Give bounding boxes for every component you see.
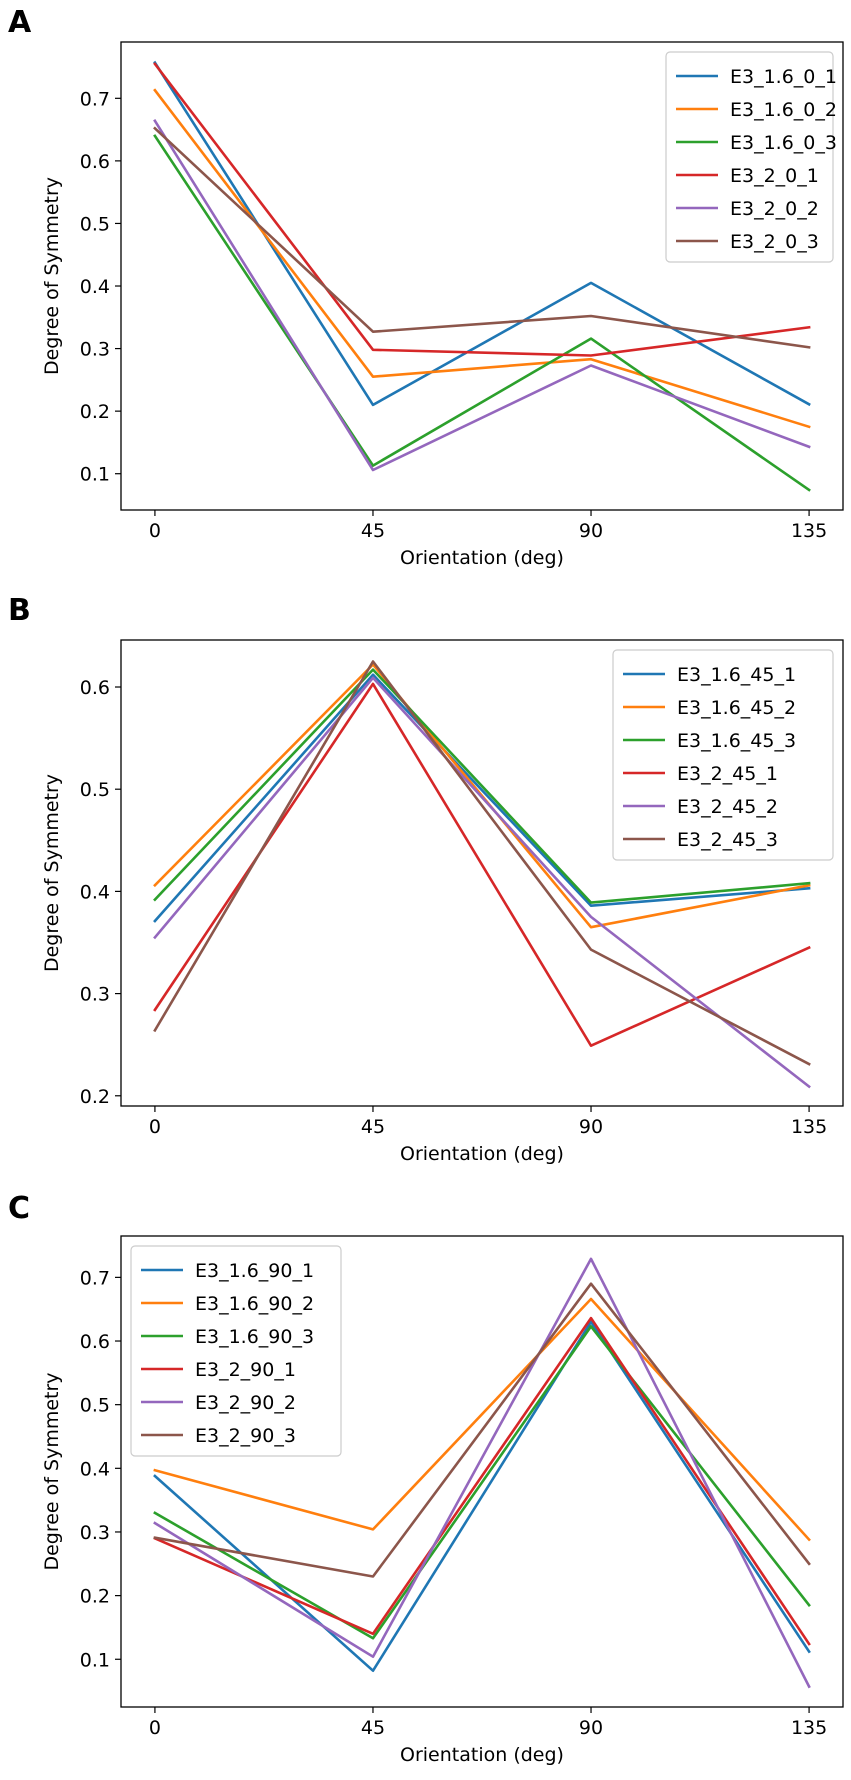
legend-entry: E3_2_0_3 [730, 231, 819, 253]
series-line [153, 1297, 811, 1542]
y-tick-label: 0.3 [80, 339, 110, 361]
panel-a: A 0 45 90 135 0.1 0.2 0.3 0.4 0.5 0.6 0.7 Orientati… [8, 5, 844, 569]
legend-entry: E3_1.6_90_2 [195, 1293, 314, 1315]
series-line [153, 1257, 811, 1689]
y-tick-label: 0.7 [80, 1267, 110, 1289]
y-tick-label: 0.5 [80, 779, 110, 801]
legend-box [130, 1245, 342, 1457]
y-tick-label: 0.1 [80, 1649, 110, 1671]
y-axis-label: Degree of Symmetry [41, 774, 63, 972]
y-tick-label: 0.6 [80, 1331, 110, 1353]
series-line [153, 88, 811, 429]
series-line [153, 676, 811, 1089]
legend-entry: E3_1.6_90_1 [195, 1260, 314, 1282]
legend-entry: E3_2_0_1 [730, 165, 819, 187]
legend-entry: E3_2_45_3 [677, 829, 778, 851]
legend-entry: E3_1.6_90_3 [195, 1326, 314, 1348]
panel-letter: C [8, 1191, 30, 1226]
legend-box [665, 51, 834, 263]
y-axis-label: Degree of Symmetry [41, 1372, 63, 1570]
y-tick-label: 0.6 [80, 677, 110, 699]
panel-c: C 0 45 90 135 0.1 0.2 0.3 0.4 0.5 0.6 0.7 Orientati… [8, 1191, 844, 1766]
x-axis-label: Orientation (deg) [400, 547, 564, 569]
legend-entry: E3_1.6_0_2 [730, 99, 837, 121]
legend-entry: E3_1.6_45_1 [677, 664, 796, 686]
series-line [153, 62, 811, 357]
y-axis-label: Degree of Symmetry [41, 177, 63, 375]
legend: E3_1.6_45_1 E3_1.6_45_2 E3_1.6_45_3 E3_2_45… [612, 649, 834, 861]
legend-entry: E3_2_90_1 [195, 1359, 296, 1381]
legend-entry: E3_1.6_0_3 [730, 132, 837, 154]
series-line [153, 660, 811, 1066]
series-line [153, 1325, 811, 1640]
series-line [153, 1316, 811, 1646]
y-tick-label: 0.2 [80, 401, 110, 423]
legend: E3_1.6_90_1 E3_1.6_90_2 E3_1.6_90_3 E3_2_90… [130, 1245, 342, 1457]
x-tick-label: 90 [579, 1116, 603, 1138]
panel-letter: A [8, 5, 32, 40]
series-line [153, 673, 811, 923]
y-tick-label: 0.4 [80, 276, 110, 298]
x-tick-label: 45 [361, 1116, 385, 1138]
x-tick-label: 0 [149, 1717, 161, 1739]
series-line [153, 119, 811, 472]
x-tick-label: 135 [791, 1116, 827, 1138]
plot-area: 0 45 90 135 0.1 0.2 0.3 0.4 0.5 0.6 0.7 Orientation… [41, 41, 844, 569]
panel-letter: B [8, 593, 31, 628]
y-tick-label: 0.3 [80, 1522, 110, 1544]
plot-area: 0 45 90 135 0.1 0.2 0.3 0.4 0.5 0.6 0.7 Orientation… [41, 1235, 844, 1766]
x-tick-label: 135 [791, 520, 827, 542]
x-tick-label: 90 [579, 520, 603, 542]
x-tick-label: 90 [579, 1717, 603, 1739]
legend-entry: E3_2_90_2 [195, 1392, 296, 1414]
series-line [153, 668, 811, 904]
y-tick-label: 0.1 [80, 464, 110, 486]
series-line [153, 1320, 811, 1672]
legend-entry: E3_2_45_2 [677, 796, 778, 818]
x-tick-label: 0 [149, 1116, 161, 1138]
legend-entry: E3_2_45_1 [677, 763, 778, 785]
y-tick-label: 0.5 [80, 1395, 110, 1417]
x-tick-label: 0 [149, 520, 161, 542]
plot-area: 0 45 90 135 0.2 0.3 0.4 0.5 0.6 Orientation (deg)… [41, 639, 844, 1165]
y-tick-label: 0.7 [80, 88, 110, 110]
panel-b: B 0 45 90 135 0.2 0.3 0.4 0.5 0.6 Orientation (de… [8, 593, 844, 1165]
legend-entry: E3_1.6_0_1 [730, 66, 837, 88]
x-axis-label: Orientation (deg) [400, 1143, 564, 1165]
legend-entry: E3_2_90_3 [195, 1425, 296, 1447]
y-tick-label: 0.3 [80, 984, 110, 1006]
axes-frame [120, 41, 844, 511]
legend-entry: E3_2_0_2 [730, 198, 819, 220]
x-axis-label: Orientation (deg) [400, 1744, 564, 1766]
legend-entry: E3_1.6_45_2 [677, 697, 796, 719]
x-tick-label: 45 [361, 1717, 385, 1739]
legend: E3_1.6_0_1 E3_1.6_0_2 E3_1.6_0_3 E3_2_0_1 E3… [665, 51, 837, 263]
axes-frame [120, 1235, 844, 1708]
x-tick-label: 45 [361, 520, 385, 542]
y-tick-label: 0.4 [80, 881, 110, 903]
y-tick-label: 0.2 [80, 1586, 110, 1608]
legend-entry: E3_1.6_45_3 [677, 730, 796, 752]
y-tick-label: 0.6 [80, 151, 110, 173]
series-line [153, 134, 811, 492]
legend-box [612, 649, 834, 861]
x-tick-label: 135 [791, 1717, 827, 1739]
y-tick-label: 0.4 [80, 1458, 110, 1480]
series-line [153, 126, 811, 349]
series-line [153, 1282, 811, 1578]
y-tick-label: 0.5 [80, 213, 110, 235]
y-tick-label: 0.2 [80, 1086, 110, 1108]
axes-frame [120, 639, 844, 1107]
